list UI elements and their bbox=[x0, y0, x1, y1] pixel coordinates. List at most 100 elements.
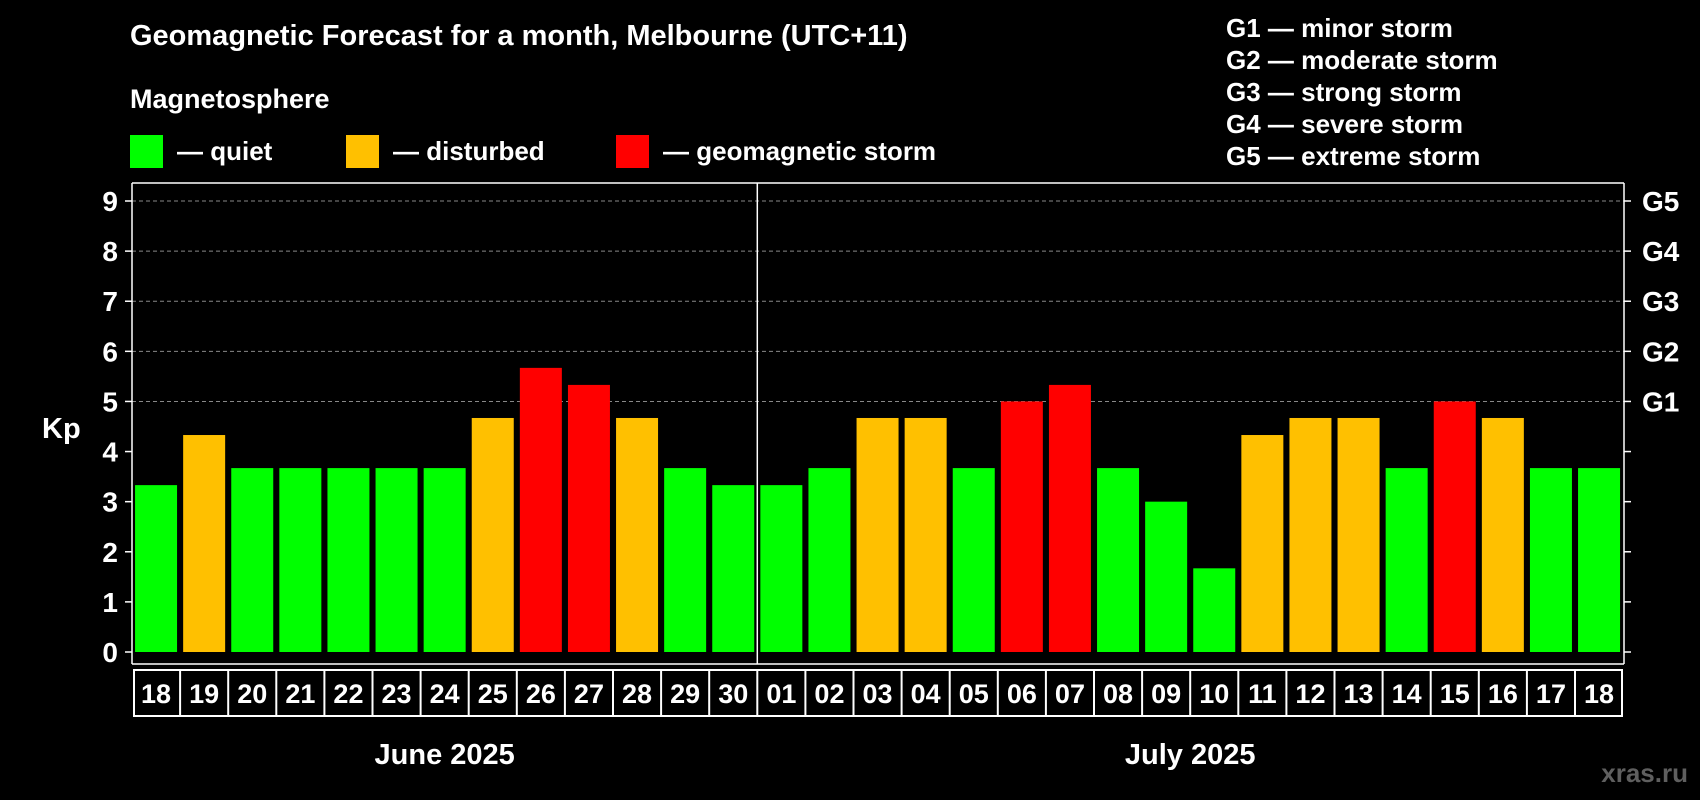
y-tick-label: 7 bbox=[102, 286, 118, 317]
watermark: xras.ru bbox=[1601, 758, 1688, 788]
legend-item-disturbed: — disturbed bbox=[346, 134, 545, 168]
g-scale-item-g1: G1 — minor storm bbox=[1226, 13, 1453, 43]
g-scale-item-g2: G2 — moderate storm bbox=[1226, 45, 1498, 75]
y-tick-label: 1 bbox=[102, 587, 118, 618]
g-level-label: G5 bbox=[1642, 186, 1679, 217]
x-tick-label: 07 bbox=[1055, 679, 1085, 709]
x-tick-label: 26 bbox=[526, 679, 556, 709]
x-tick-label: 28 bbox=[622, 679, 652, 709]
x-tick-label: 02 bbox=[814, 679, 844, 709]
kp-bar bbox=[279, 468, 322, 652]
x-tick-label: 15 bbox=[1440, 679, 1470, 709]
y-tick-label: 5 bbox=[102, 386, 118, 417]
kp-bar bbox=[231, 468, 274, 652]
day-label-row bbox=[133, 669, 1623, 717]
legend-item-quiet: — quiet bbox=[130, 134, 272, 168]
legend-swatch-disturbed bbox=[346, 134, 379, 168]
kp-bar bbox=[1433, 401, 1476, 652]
kp-bar bbox=[1289, 417, 1332, 652]
kp-bar bbox=[808, 468, 851, 652]
x-tick-label: 05 bbox=[959, 679, 989, 709]
g-scale-legend: G1 — minor storm G2 — moderate storm G3 … bbox=[1226, 12, 1498, 172]
x-tick-label: 13 bbox=[1344, 679, 1374, 709]
legend-label-disturbed: — disturbed bbox=[393, 135, 545, 166]
kp-bar bbox=[1578, 468, 1621, 652]
chart-title: Geomagnetic Forecast for a month, Melbou… bbox=[130, 20, 908, 52]
kp-bar bbox=[1048, 384, 1091, 652]
kp-bar bbox=[904, 417, 947, 652]
x-tick-label: 20 bbox=[237, 679, 267, 709]
y-tick-label: 4 bbox=[102, 437, 118, 468]
legend-label-storm: — geomagnetic storm bbox=[663, 135, 937, 166]
kp-bar bbox=[1097, 468, 1140, 652]
x-tick-label: 10 bbox=[1199, 679, 1229, 709]
g-scale-item-g5: G5 — extreme storm bbox=[1226, 141, 1481, 171]
y-tick-label: 2 bbox=[102, 537, 118, 568]
kp-bar bbox=[567, 384, 610, 652]
kp-bar bbox=[135, 485, 178, 652]
kp-bar bbox=[1145, 501, 1188, 652]
x-tick-label: 11 bbox=[1248, 679, 1277, 709]
kp-bar bbox=[1337, 417, 1380, 652]
kp-bar bbox=[712, 485, 755, 652]
y-tick-label: 8 bbox=[102, 236, 118, 267]
g-level-label: G1 bbox=[1642, 386, 1679, 417]
x-tick-label: 06 bbox=[1007, 679, 1037, 709]
x-tick-label: 27 bbox=[574, 679, 604, 709]
g-level-label: G3 bbox=[1642, 286, 1679, 317]
x-tick-label: 09 bbox=[1151, 679, 1181, 709]
kp-bar bbox=[1193, 568, 1236, 652]
legend-swatch-storm bbox=[616, 134, 649, 168]
kp-bar bbox=[952, 468, 995, 652]
kp-bar bbox=[1000, 401, 1043, 652]
x-tick-label: 16 bbox=[1488, 679, 1518, 709]
x-tick-label: 29 bbox=[670, 679, 700, 709]
y-tick-label: 0 bbox=[102, 637, 118, 668]
g-level-label: G4 bbox=[1642, 236, 1680, 267]
x-tick-label: 04 bbox=[911, 679, 941, 709]
x-tick-label: 14 bbox=[1392, 679, 1422, 709]
x-tick-label: 17 bbox=[1536, 679, 1566, 709]
legend-swatch-quiet bbox=[130, 134, 163, 168]
x-tick-label: 18 bbox=[141, 679, 171, 709]
x-tick-label: 21 bbox=[285, 679, 315, 709]
y-axis-title: Kp bbox=[42, 413, 81, 445]
x-tick-label: 12 bbox=[1295, 679, 1325, 709]
x-tick-label: 23 bbox=[382, 679, 412, 709]
kp-bar bbox=[1385, 468, 1428, 652]
grid-lines bbox=[132, 200, 1624, 402]
x-tick-label: 24 bbox=[430, 679, 460, 709]
y-tick-label: 3 bbox=[102, 487, 118, 518]
kp-bar bbox=[519, 367, 562, 652]
x-tick-label: 25 bbox=[478, 679, 508, 709]
x-tick-label: 18 bbox=[1584, 679, 1614, 709]
legend-item-storm: — geomagnetic storm bbox=[616, 134, 936, 168]
kp-bar bbox=[856, 417, 899, 652]
kp-bar bbox=[375, 468, 418, 652]
g-scale-item-g4: G4 — severe storm bbox=[1226, 109, 1464, 139]
kp-bar bbox=[1241, 435, 1284, 652]
x-tick-label: 19 bbox=[189, 679, 219, 709]
x-tick-label: 03 bbox=[863, 679, 893, 709]
month-label-july: July 2025 bbox=[1125, 739, 1256, 771]
kp-bar bbox=[423, 468, 466, 652]
legend-heading: Magnetosphere bbox=[130, 84, 330, 114]
x-tick-label: 08 bbox=[1103, 679, 1133, 709]
x-tick-label: 01 bbox=[766, 679, 796, 709]
legend-label-quiet: — quiet bbox=[177, 135, 273, 166]
kp-bar bbox=[1529, 468, 1572, 652]
kp-bar bbox=[183, 435, 226, 652]
g-scale-item-g3: G3 — strong storm bbox=[1226, 77, 1462, 107]
kp-bar bbox=[616, 417, 659, 652]
bars bbox=[135, 367, 1621, 652]
axes bbox=[125, 182, 1631, 717]
month-label-june: June 2025 bbox=[375, 739, 515, 771]
x-tick-label: 30 bbox=[718, 679, 748, 709]
kp-bar bbox=[1481, 417, 1524, 652]
kp-bar bbox=[327, 468, 370, 652]
g-level-label: G2 bbox=[1642, 336, 1679, 367]
x-tick-label: 22 bbox=[333, 679, 363, 709]
kp-bar bbox=[471, 417, 514, 652]
